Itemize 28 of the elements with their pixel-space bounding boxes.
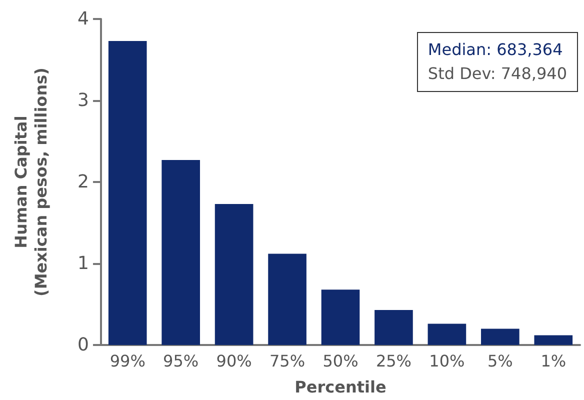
y-tick-label: 0 — [78, 334, 89, 356]
annotation: Std Dev: 748,940 — [428, 63, 567, 85]
y-tick-label: 3 — [78, 90, 89, 111]
bar — [268, 254, 306, 345]
bar — [162, 160, 200, 345]
x-tick-label: 99% — [110, 352, 146, 370]
y-tick-label: 4 — [78, 8, 89, 30]
bar — [481, 328, 520, 345]
x-tick-label: 95% — [163, 352, 199, 370]
x-tick-label: 10% — [429, 352, 465, 370]
annotation: Median: 683,364 — [428, 39, 564, 61]
x-tick-label: 25% — [376, 352, 412, 370]
x-tick-label: 5% — [487, 352, 513, 370]
x-axis-title: Percentile — [294, 378, 386, 396]
x-tick-label: 90% — [216, 352, 252, 370]
y-tick-label: 2 — [78, 172, 89, 192]
x-tick-label: 1% — [540, 352, 566, 370]
bar — [374, 310, 413, 345]
bar — [428, 324, 466, 345]
bar — [534, 335, 573, 345]
x-tick-label: 75% — [269, 352, 306, 370]
bar — [321, 290, 360, 345]
bar — [108, 41, 147, 345]
bar — [214, 204, 254, 345]
x-tick-label: 50% — [322, 352, 358, 370]
y-tick-label: 1 — [78, 253, 89, 274]
text-box: Median: 683,364 Std Dev: 748,940 — [416, 32, 578, 92]
y-axis-title: Human Capital (Mexican pesos, millions) — [12, 68, 50, 296]
